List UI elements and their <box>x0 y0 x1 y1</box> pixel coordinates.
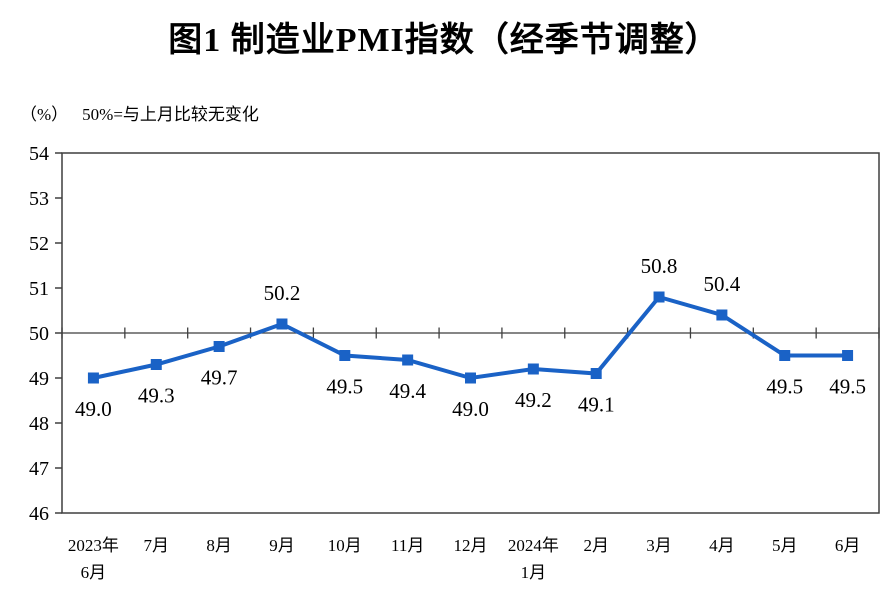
data-label: 49.3 <box>138 384 175 408</box>
y-tick-label: 50 <box>29 323 49 345</box>
data-label: 49.5 <box>766 375 803 399</box>
y-axis: 46 47 48 49 50 51 52 53 54 <box>29 143 62 525</box>
data-label: 49.1 <box>578 393 615 417</box>
axis-note-row: （%） 50%=与上月比较无变化 <box>20 100 259 125</box>
data-marker <box>339 350 351 361</box>
x-axis-labels: 2023年 6月 7月 8月 9月 10月 11月 12月 2024年 1月 2月 3月 4月 5月 6月 <box>68 536 860 582</box>
data-label: 50.4 <box>704 272 741 296</box>
x-axis-label: 10月 <box>328 536 362 555</box>
y-tick-label: 52 <box>29 233 49 255</box>
x-axis-label: 8月 <box>206 536 232 555</box>
x-axis-label: 2023年 6月 <box>68 536 119 582</box>
data-marker <box>590 368 602 379</box>
x-axis-label: 2024年 1月 <box>508 536 559 582</box>
data-marker <box>527 363 539 375</box>
x-axis-label: 4月 <box>709 536 735 555</box>
y-tick-label: 51 <box>29 278 49 300</box>
x-axis-label: 12月 <box>454 536 488 555</box>
data-marker <box>842 350 854 361</box>
data-marker <box>716 309 728 321</box>
unit-label: （%） <box>20 105 69 124</box>
data-marker <box>213 341 225 352</box>
data-labels: 49.0 49.3 49.7 50.2 49.5 49.4 49.0 49.2 49.1 50.8… <box>75 254 866 421</box>
x-axis-label: 3月 <box>646 536 672 555</box>
x-axis-label: 5月 <box>772 536 798 555</box>
data-label: 49.5 <box>829 375 866 399</box>
data-marker <box>653 291 665 303</box>
y-tick-label: 46 <box>29 503 49 525</box>
data-label: 49.2 <box>515 388 552 412</box>
data-label: 49.0 <box>75 397 112 421</box>
data-label: 49.5 <box>326 375 363 399</box>
data-marker <box>402 354 414 366</box>
data-marker <box>276 318 288 330</box>
x-axis-label: 2月 <box>583 536 609 555</box>
x-axis-label: 11月 <box>391 536 424 555</box>
category-ticks <box>61 327 880 339</box>
x-axis-label: 7月 <box>144 536 170 555</box>
x-axis-label: 6月 <box>835 536 861 555</box>
y-tick-label: 48 <box>29 413 49 435</box>
data-marker <box>150 359 162 370</box>
y-tick-label: 54 <box>29 143 49 165</box>
chart-title: 图1 制造业PMI指数（经季节调整） <box>168 22 720 59</box>
data-marker <box>465 372 476 384</box>
y-tick-label: 49 <box>29 368 49 390</box>
y-tick-label: 53 <box>29 188 49 210</box>
reference-note: 50%=与上月比较无变化 <box>82 105 259 124</box>
data-label: 50.2 <box>264 281 301 305</box>
data-label: 50.8 <box>641 254 678 278</box>
data-label: 49.7 <box>201 366 238 390</box>
data-marker <box>779 350 791 361</box>
data-label: 49.0 <box>452 397 489 421</box>
data-label: 49.4 <box>389 379 426 403</box>
y-tick-label: 47 <box>29 458 49 480</box>
x-axis-label: 9月 <box>269 536 295 555</box>
data-marker <box>87 372 99 384</box>
data-markers <box>87 291 854 384</box>
